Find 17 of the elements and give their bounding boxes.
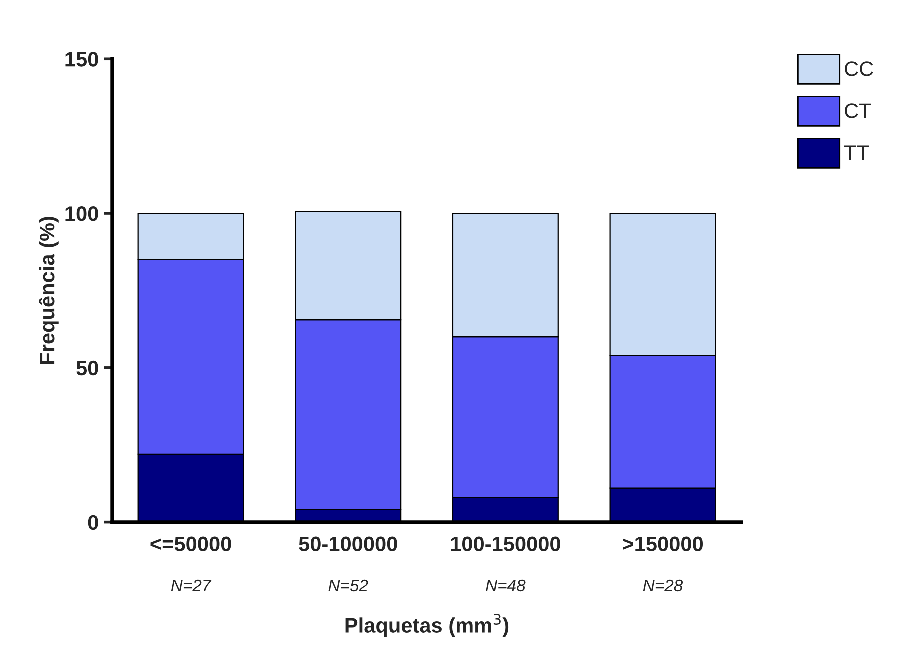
legend-label: TT [844, 146, 869, 160]
legend-label: CT [845, 104, 872, 118]
text: N=48 [486, 580, 526, 592]
y-tick-label: 50 [76, 360, 98, 376]
y-tick-label: 100 [66, 206, 98, 222]
text: N=27 [171, 580, 212, 592]
x-tick-label: 100-150000 [451, 536, 560, 552]
text: N=28 [643, 580, 684, 592]
x-tick-label: >150000 [623, 536, 704, 552]
y-tick-label: 0 [88, 515, 98, 530]
x-tick-label: <=50000 [150, 536, 232, 552]
x-tick-label: 50-100000 [299, 536, 398, 552]
y-tick-label: 150 [66, 52, 98, 67]
y-axis-title: Frequência (%) [38, 217, 59, 364]
x-axis-title: Plaquetas (mm$^{3}$) [346, 614, 509, 638]
text: N=52 [328, 580, 368, 592]
legend-label: CC [845, 62, 874, 76]
